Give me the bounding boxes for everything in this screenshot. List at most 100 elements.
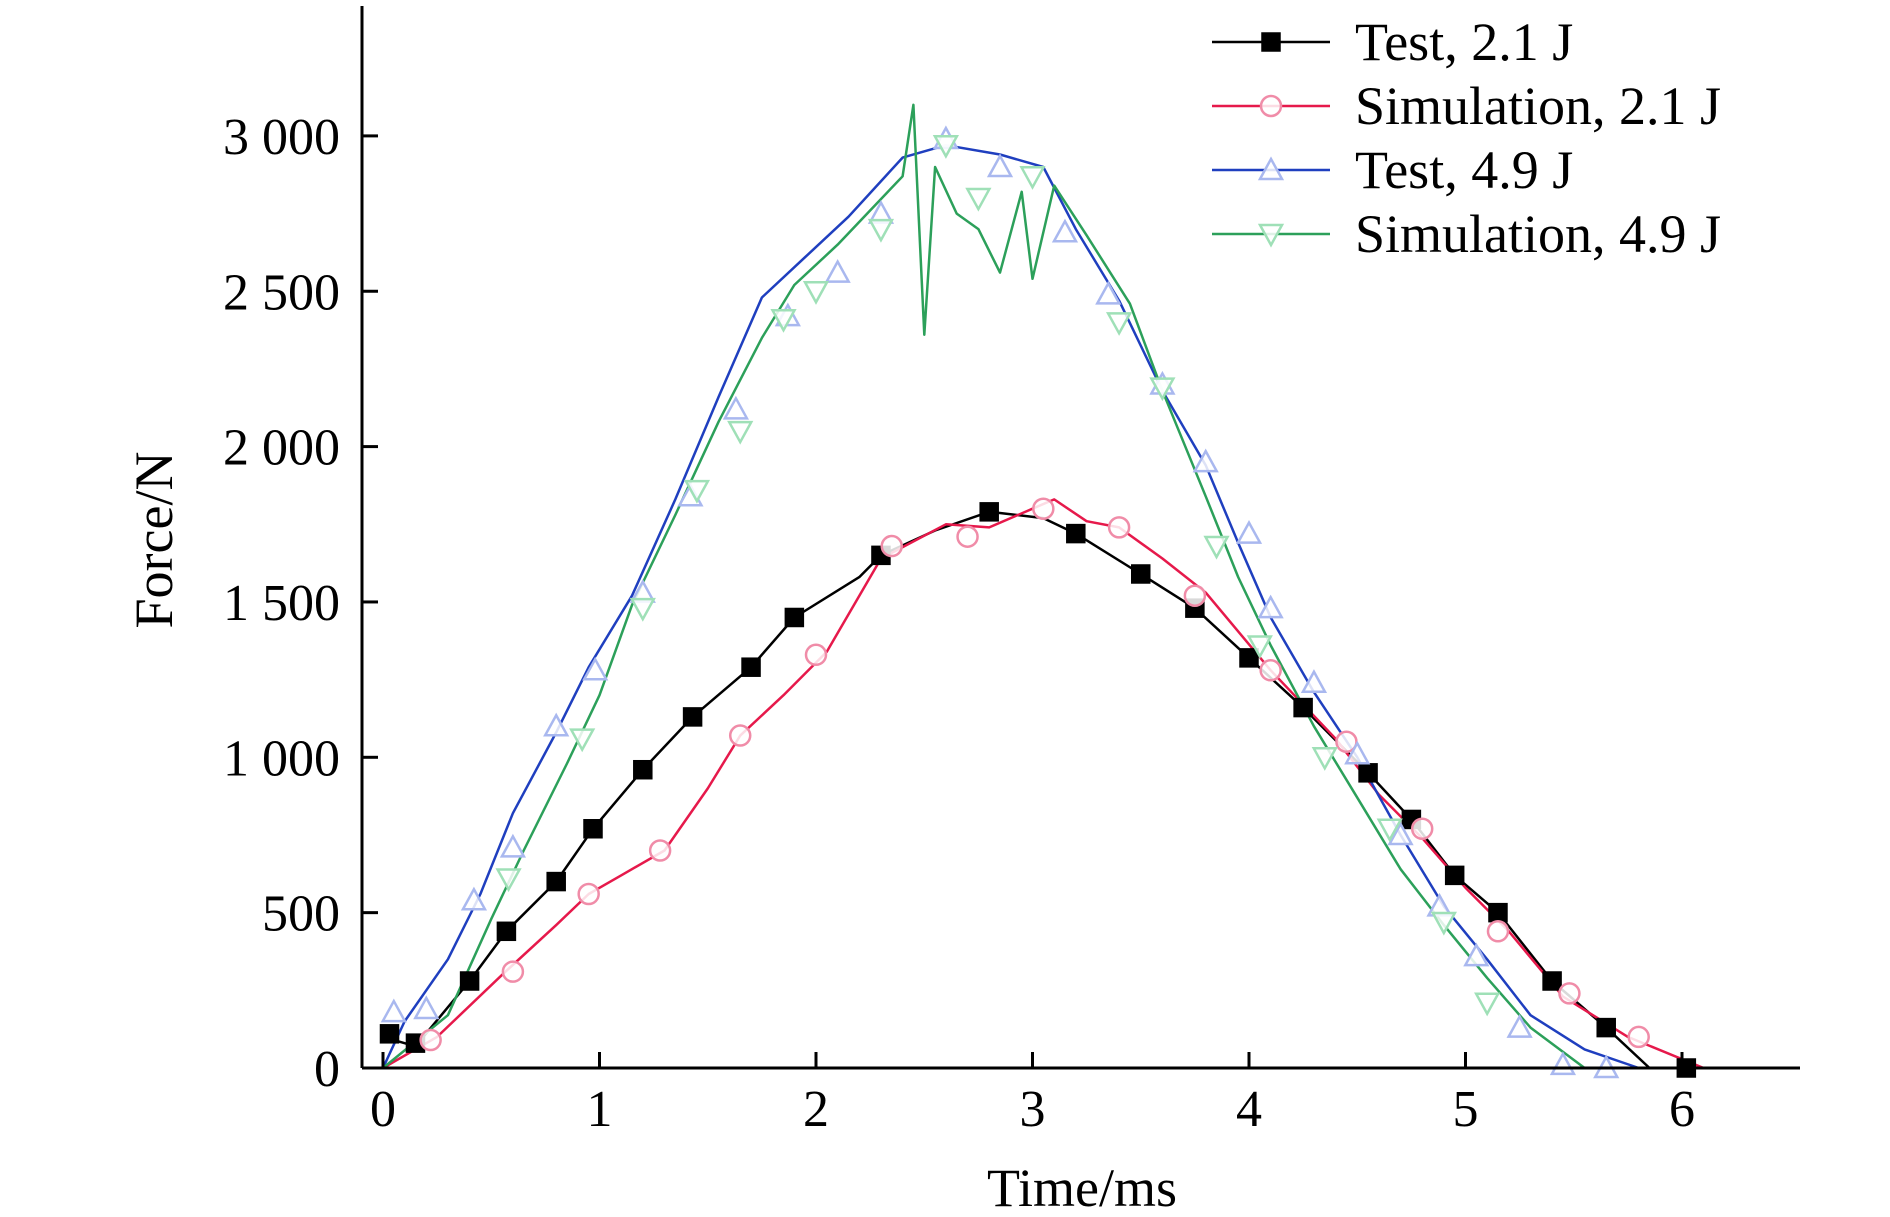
data-point bbox=[648, 839, 672, 862]
data-point bbox=[1131, 564, 1151, 584]
data-point bbox=[1335, 730, 1358, 754]
series-line-3 bbox=[381, 143, 1640, 1070]
data-point bbox=[1032, 497, 1055, 520]
legend-label: Simulation, 2.1 J bbox=[1355, 76, 1721, 136]
data-point bbox=[499, 833, 527, 858]
data-point bbox=[419, 1028, 442, 1052]
legend-marker bbox=[1257, 156, 1285, 181]
data-point bbox=[1311, 747, 1338, 771]
y-ticks: 0 500 1 000 1 500 2 000 2 500 3 000 bbox=[223, 109, 378, 1098]
data-point bbox=[1486, 920, 1510, 943]
y-tick-label: 0 bbox=[314, 1041, 340, 1098]
y-tick-label: 2 000 bbox=[223, 420, 340, 477]
x-axis-title: Time/ms bbox=[987, 1158, 1177, 1217]
data-point bbox=[496, 921, 517, 942]
x-tick-label: 1 bbox=[587, 1081, 613, 1138]
data-point bbox=[543, 712, 570, 737]
legend-label: Simulation, 4.9 J bbox=[1355, 204, 1721, 264]
data-point bbox=[727, 420, 754, 445]
legend-marker bbox=[1257, 223, 1285, 248]
data-point bbox=[956, 525, 979, 548]
data-point bbox=[1358, 763, 1378, 783]
legend-label: Test, 4.9 J bbox=[1355, 140, 1573, 200]
data-point bbox=[824, 259, 851, 283]
data-point bbox=[583, 819, 603, 839]
data-point bbox=[1183, 584, 1207, 607]
data-point bbox=[1488, 902, 1508, 923]
y-tick-label: 500 bbox=[262, 886, 340, 943]
data-point bbox=[1235, 520, 1263, 544]
plot-markers bbox=[379, 125, 1697, 1079]
data-point bbox=[802, 281, 830, 305]
data-point bbox=[1387, 821, 1414, 846]
data-point bbox=[1107, 516, 1131, 539]
legend-marker bbox=[1259, 94, 1283, 118]
data-point bbox=[495, 868, 522, 893]
data-point bbox=[1542, 971, 1562, 991]
data-point bbox=[1300, 669, 1328, 693]
series-line-1 bbox=[382, 510, 1651, 1069]
x-tick-label: 3 bbox=[1020, 1081, 1046, 1138]
data-point bbox=[1444, 865, 1465, 886]
data-point bbox=[986, 153, 1014, 178]
data-point bbox=[1203, 535, 1230, 560]
data-point bbox=[577, 882, 600, 906]
data-point bbox=[932, 134, 960, 159]
data-point bbox=[413, 995, 440, 1020]
data-point bbox=[1246, 635, 1273, 660]
data-point bbox=[1257, 594, 1284, 619]
data-point bbox=[460, 886, 488, 911]
data-point bbox=[804, 643, 828, 667]
data-point bbox=[633, 759, 653, 780]
data-point bbox=[728, 724, 752, 747]
data-point bbox=[1596, 1017, 1616, 1038]
data-point bbox=[1105, 312, 1133, 336]
series-line-4 bbox=[382, 103, 1586, 1070]
x-tick-label: 6 bbox=[1669, 1081, 1695, 1138]
data-point bbox=[569, 728, 596, 753]
data-point bbox=[770, 308, 797, 333]
data-point bbox=[459, 971, 480, 991]
y-axis-title: Force/N bbox=[124, 452, 184, 629]
data-point bbox=[1239, 648, 1259, 668]
x-tick-label: 4 bbox=[1236, 1081, 1262, 1138]
y-tick-label: 1 500 bbox=[223, 575, 340, 632]
data-point bbox=[379, 1024, 400, 1044]
data-point bbox=[1344, 740, 1371, 765]
data-point bbox=[1192, 448, 1219, 473]
data-point bbox=[1293, 697, 1313, 718]
y-tick-label: 3 000 bbox=[223, 109, 340, 166]
data-point bbox=[1259, 659, 1282, 682]
data-point bbox=[1051, 218, 1079, 243]
y-tick-label: 2 500 bbox=[223, 264, 340, 321]
data-point bbox=[1558, 982, 1581, 1005]
x-tick-label: 5 bbox=[1453, 1081, 1479, 1138]
data-point bbox=[1410, 817, 1434, 841]
y-tick-label: 1 000 bbox=[223, 730, 340, 787]
data-point bbox=[1463, 942, 1490, 967]
x-tick-label: 0 bbox=[370, 1081, 396, 1138]
data-point bbox=[741, 657, 761, 677]
data-point bbox=[1376, 818, 1403, 843]
x-ticks: 0 1 2 3 4 5 6 bbox=[370, 1052, 1695, 1138]
axes bbox=[360, 6, 1800, 1070]
data-point bbox=[682, 707, 703, 727]
data-point bbox=[380, 998, 407, 1023]
data-point bbox=[1627, 1025, 1650, 1049]
legend-marker bbox=[1261, 32, 1281, 52]
data-point bbox=[546, 871, 566, 892]
data-point bbox=[1066, 523, 1086, 544]
legend-label: Test, 2.1 J bbox=[1355, 12, 1573, 72]
data-point bbox=[1149, 377, 1176, 402]
data-point bbox=[979, 502, 999, 522]
data-point bbox=[784, 607, 805, 628]
data-point bbox=[722, 395, 750, 420]
data-point bbox=[501, 960, 525, 983]
data-point bbox=[582, 656, 609, 681]
data-point bbox=[1474, 992, 1501, 1017]
data-point bbox=[867, 218, 895, 243]
data-point bbox=[880, 534, 904, 558]
data-point bbox=[1430, 911, 1457, 936]
